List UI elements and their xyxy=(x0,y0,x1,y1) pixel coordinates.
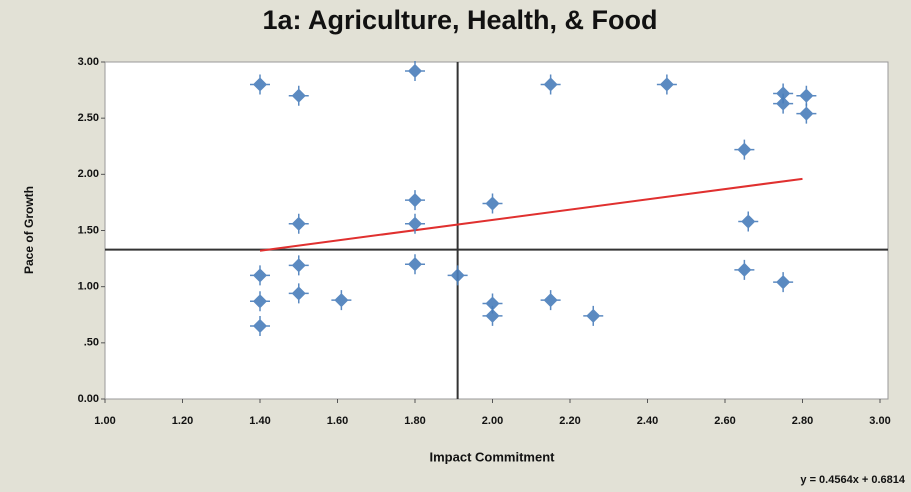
scatter-point xyxy=(250,74,270,95)
scatter-point xyxy=(288,283,309,304)
scatter-point xyxy=(656,74,677,95)
x-tick-label: 1.80 xyxy=(404,415,425,427)
trendline xyxy=(259,177,803,252)
scatter-point xyxy=(540,290,561,311)
scatter-point xyxy=(250,315,270,336)
x-axis-label: Impact Commitment xyxy=(430,449,556,464)
plot-area xyxy=(104,61,889,400)
scatter-point xyxy=(288,85,309,106)
x-tick-label: 2.60 xyxy=(714,415,735,427)
scatter-point xyxy=(773,93,794,114)
scatter-point xyxy=(405,190,425,211)
x-tick-label: 2.00 xyxy=(482,415,503,427)
scatter-point xyxy=(773,272,794,293)
y-tick-label: .50 xyxy=(84,337,99,349)
scatter-point xyxy=(482,193,503,214)
scatter-point xyxy=(288,255,309,276)
scatter-point xyxy=(796,103,817,124)
y-tick-label: 1.00 xyxy=(78,281,99,293)
scatter-point xyxy=(405,60,425,81)
y-tick-label: 2.00 xyxy=(78,168,99,180)
scatter-point xyxy=(796,85,817,106)
chart-title: 1a: Agriculture, Health, & Food xyxy=(262,5,657,35)
scatter-point xyxy=(734,139,755,160)
y-tick-label: 1.50 xyxy=(78,224,99,236)
y-tick-label: 2.50 xyxy=(78,112,99,124)
x-tick-label: 2.20 xyxy=(559,415,580,427)
scatter-point xyxy=(331,290,352,311)
x-tick-label: 1.20 xyxy=(172,415,193,427)
scatter-point xyxy=(447,265,468,286)
x-tick-label: 2.80 xyxy=(792,415,813,427)
equation: y = 0.4564x + 0.6814 xyxy=(800,474,905,486)
y-axis-label: Pace of Growth xyxy=(22,186,36,274)
x-tick-label: 3.00 xyxy=(869,415,890,427)
scatter-point xyxy=(405,213,425,234)
scatter-point xyxy=(482,305,503,326)
scatter-point xyxy=(583,305,604,326)
y-tick-label: 0.00 xyxy=(78,393,99,405)
scatter-point xyxy=(288,213,309,234)
scatter-point xyxy=(540,74,561,95)
x-tick-label: 1.40 xyxy=(249,415,270,427)
x-tick-label: 1.00 xyxy=(94,415,115,427)
scatter-point xyxy=(738,211,759,232)
x-tick-label: 1.60 xyxy=(327,415,348,427)
scatter-point xyxy=(250,291,270,312)
x-tick-label: 2.40 xyxy=(637,415,658,427)
scatter-point xyxy=(734,259,755,280)
scatter-point xyxy=(405,254,425,275)
scatter-point xyxy=(250,265,270,286)
y-tick-label: 3.00 xyxy=(78,56,99,68)
